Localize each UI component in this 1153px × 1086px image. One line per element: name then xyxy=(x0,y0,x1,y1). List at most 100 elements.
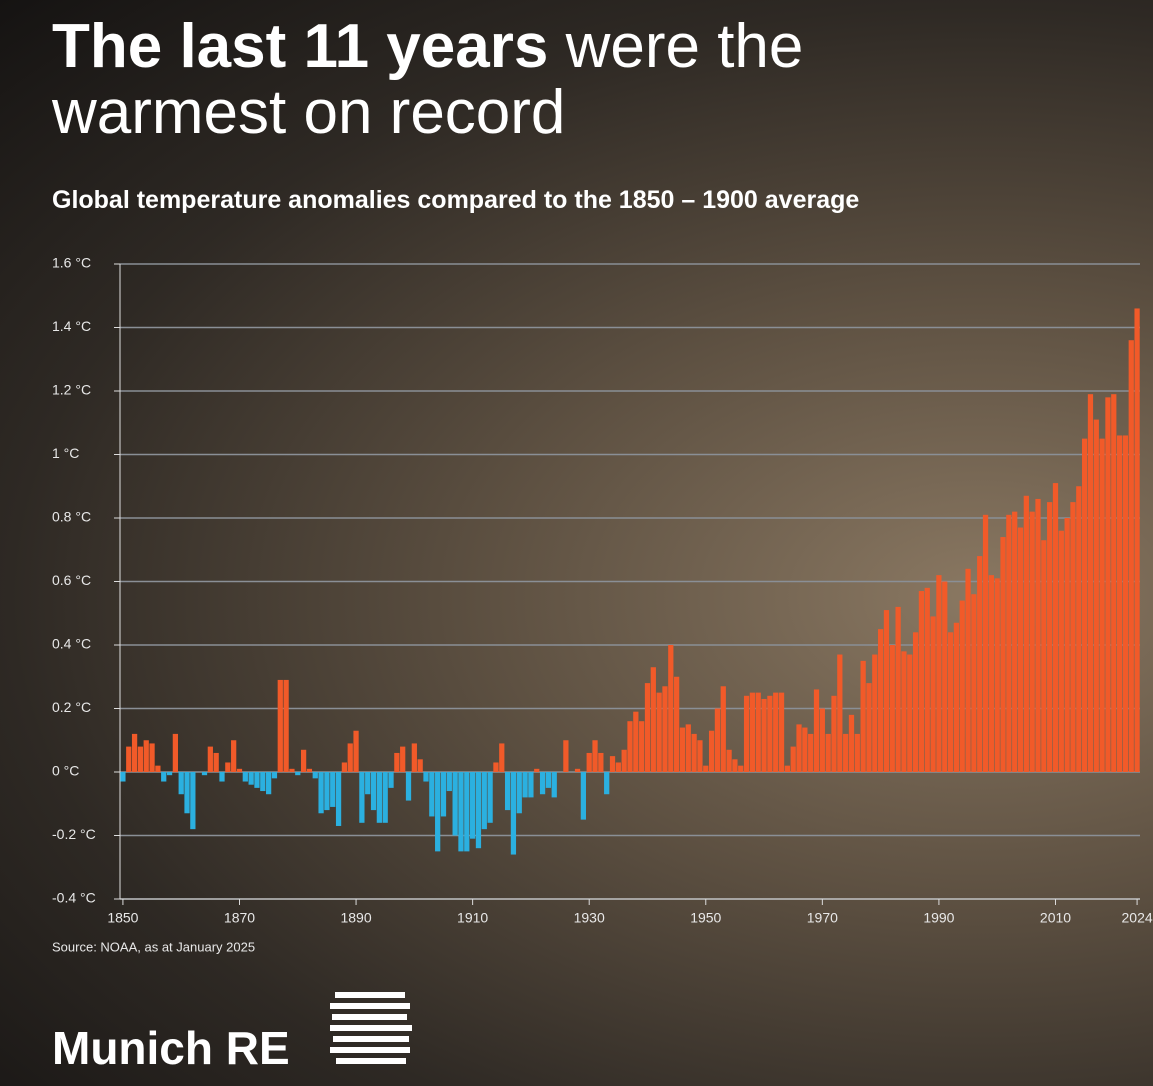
bar xyxy=(295,772,301,776)
bar xyxy=(755,692,761,772)
bar xyxy=(802,727,808,772)
bar xyxy=(784,765,790,772)
bar xyxy=(808,733,814,772)
bar xyxy=(1035,498,1041,772)
bar xyxy=(312,772,318,779)
bar xyxy=(819,708,825,772)
bar xyxy=(464,772,470,852)
bar xyxy=(743,695,750,772)
bar xyxy=(866,683,872,772)
y-tick-label: 0.6 °C xyxy=(52,572,91,588)
source: Source: NOAA, as at January 2025 xyxy=(52,939,255,954)
bar xyxy=(289,768,295,772)
bar xyxy=(988,575,994,772)
bar xyxy=(580,772,586,820)
y-tick-label: -0.2 °C xyxy=(52,826,96,842)
bar xyxy=(1006,514,1012,772)
bar xyxy=(335,772,342,826)
bar xyxy=(1128,340,1134,772)
bar xyxy=(493,762,499,772)
bar xyxy=(231,740,237,772)
bar xyxy=(551,772,557,798)
bar xyxy=(668,645,674,772)
bar xyxy=(365,772,371,795)
bar xyxy=(1076,486,1082,772)
bar xyxy=(901,651,907,772)
bar xyxy=(359,772,365,823)
bar xyxy=(691,733,697,772)
bar xyxy=(831,695,837,772)
bar xyxy=(749,692,756,772)
bar xyxy=(895,606,901,772)
bar xyxy=(534,768,540,772)
bar xyxy=(843,733,849,772)
bar xyxy=(330,772,336,807)
bar xyxy=(644,683,651,772)
brand: Munich RE xyxy=(52,1022,290,1074)
x-tick-label: 2010 xyxy=(1040,910,1071,926)
bar xyxy=(604,772,610,795)
bar xyxy=(452,772,458,836)
bar xyxy=(778,692,785,772)
bar xyxy=(732,759,738,772)
bar xyxy=(1087,394,1094,772)
bar xyxy=(143,740,149,772)
bar xyxy=(225,762,231,772)
bar xyxy=(1111,394,1117,772)
bar xyxy=(994,578,1000,772)
title-bold: The last 11 years xyxy=(52,12,549,81)
bar xyxy=(796,724,802,772)
bar xyxy=(790,746,796,772)
bar xyxy=(184,772,190,814)
bar xyxy=(738,765,744,772)
bar xyxy=(417,759,423,772)
bar xyxy=(1122,435,1129,772)
bar xyxy=(423,772,429,782)
bar xyxy=(190,772,196,830)
bar xyxy=(679,727,686,772)
bar xyxy=(685,724,691,772)
bar xyxy=(446,772,452,792)
bar xyxy=(149,743,155,772)
bar xyxy=(982,514,989,772)
bar xyxy=(1052,483,1059,772)
bar xyxy=(907,654,913,772)
bar xyxy=(283,679,289,772)
bar xyxy=(703,765,709,772)
bar xyxy=(837,654,843,772)
bar xyxy=(563,740,569,772)
bar xyxy=(953,622,960,772)
bar xyxy=(1134,308,1140,772)
bar xyxy=(930,616,936,772)
bar xyxy=(1017,527,1024,772)
bar xyxy=(848,714,855,772)
bar xyxy=(545,772,552,788)
bar xyxy=(161,772,167,782)
bar xyxy=(615,762,621,772)
bar xyxy=(1082,438,1088,772)
bar xyxy=(126,746,132,772)
bar xyxy=(510,772,517,855)
bar xyxy=(382,772,388,823)
x-tick-label: 1910 xyxy=(457,910,488,926)
y-tick-label: 1.4 °C xyxy=(52,318,91,334)
bar xyxy=(912,632,919,772)
bar xyxy=(761,698,767,772)
bar xyxy=(936,575,942,772)
bar xyxy=(1047,502,1053,772)
y-tick-label: 0.2 °C xyxy=(52,699,91,715)
bar xyxy=(1000,537,1006,772)
bar xyxy=(394,752,400,772)
bar xyxy=(825,733,831,772)
bar xyxy=(306,768,313,772)
bar xyxy=(213,752,219,772)
y-tick-label: -0.4 °C xyxy=(52,890,96,906)
bar xyxy=(254,772,260,788)
y-tick-label: 0.8 °C xyxy=(52,509,91,525)
bar xyxy=(883,610,890,772)
bar xyxy=(458,772,464,852)
bar xyxy=(942,581,948,772)
bar xyxy=(714,708,721,772)
